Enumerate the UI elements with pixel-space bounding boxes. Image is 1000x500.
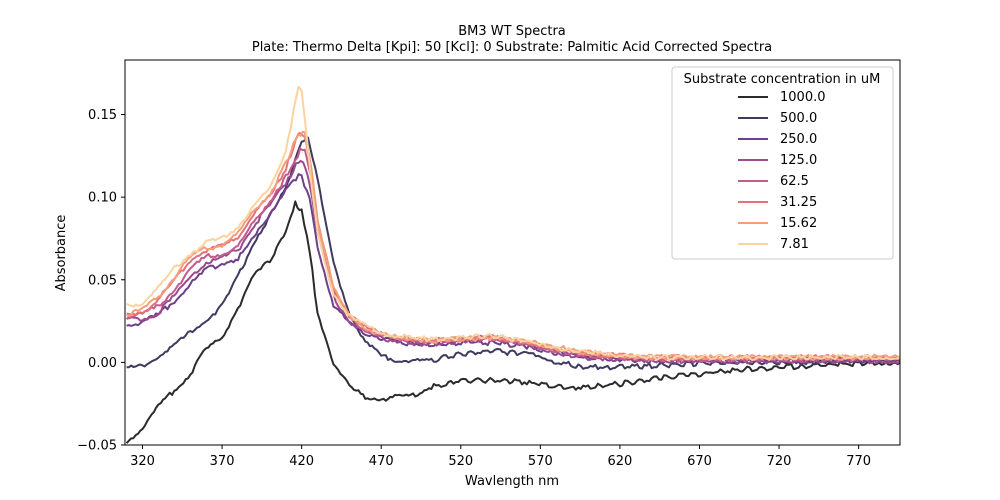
legend-label: 500.0: [780, 111, 817, 126]
x-tick-label: 470: [369, 454, 394, 469]
y-axis: −0.05 0.00 0.05 0.10 0.15: [77, 108, 125, 454]
x-tick-label: 570: [528, 454, 553, 469]
series-line-1000.0: [125, 200, 901, 444]
x-tick-label: 320: [130, 454, 155, 469]
legend-title: Substrate concentration in uM: [684, 72, 881, 87]
chart-subtitle: Plate: Thermo Delta [Kpi]: 50 [Kcl]: 0 S…: [252, 40, 772, 55]
series-line-7.81: [126, 85, 901, 361]
x-tick-label: 620: [608, 454, 633, 469]
legend-frame: [671, 66, 894, 260]
legend-label: 7.81: [780, 237, 809, 252]
chart-title: BM3 WT Spectra: [458, 24, 566, 39]
legend-label: 15.62: [780, 216, 817, 231]
y-tick-label: 0.15: [88, 108, 117, 123]
x-tick-label: 670: [687, 454, 712, 469]
legend-label: 125.0: [780, 153, 817, 168]
plot-frame: [124, 59, 901, 446]
x-tick-label: 370: [210, 454, 235, 469]
y-tick-label: −0.05: [77, 439, 117, 454]
legend-label: 250.0: [780, 132, 817, 147]
plot-lines: [125, 85, 901, 444]
legend-label: 31.25: [780, 195, 817, 210]
legend-items: 1000.0 500.0 250.0 125.0 62.5 31.25 15.62 7.81: [738, 90, 826, 252]
y-tick-label: 0.00: [88, 356, 117, 371]
legend-label: 62.5: [780, 174, 809, 189]
legend-label: 1000.0: [780, 90, 826, 105]
series-line-15.62: [126, 130, 901, 361]
y-tick-label: 0.05: [88, 273, 117, 288]
x-axis-label: Wavlength nm: [465, 474, 559, 489]
x-tick-label: 770: [846, 454, 871, 469]
x-tick-label: 720: [767, 454, 792, 469]
x-tick-label: 420: [289, 454, 314, 469]
y-axis-label: Absorbance: [54, 215, 69, 292]
x-axis: 320 370 420 470 520 570 620 670 720 770: [130, 445, 871, 469]
x-tick-label: 520: [448, 454, 473, 469]
legend: Substrate concentration in uM 1000.0 500.…: [671, 66, 894, 260]
y-tick-label: 0.10: [88, 191, 117, 206]
